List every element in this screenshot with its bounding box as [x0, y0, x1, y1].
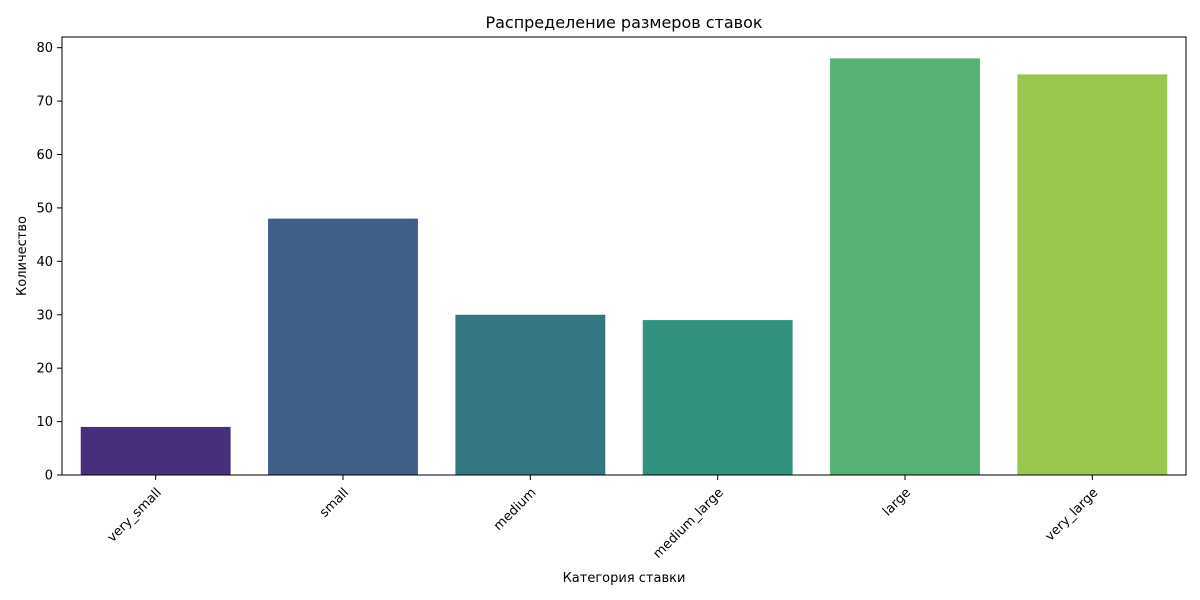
plot-area: [80, 58, 1168, 476]
x-tick-label: large: [880, 485, 914, 519]
y-tick-label: 60: [36, 148, 53, 163]
x-tick-label: very_small: [105, 485, 165, 545]
bar-medium_large: [642, 320, 793, 475]
y-axis-label: Количество: [15, 216, 30, 296]
x-tick-label: medium: [491, 485, 539, 533]
bar-small: [268, 218, 418, 476]
bar-large: [830, 58, 980, 476]
y-tick-label: 50: [36, 201, 53, 216]
x-tick-label: small: [317, 485, 352, 520]
y-tick-label: 40: [36, 255, 53, 270]
x-axis: very_small small medium medium_large large ve…: [105, 475, 1102, 562]
axes-frame: [61, 36, 1187, 476]
x-tick-label: very_large: [1043, 485, 1102, 544]
y-tick-label: 20: [36, 362, 53, 377]
bar-very_small: [80, 426, 231, 475]
y-tick-label: 0: [45, 469, 53, 484]
bar-medium: [455, 314, 606, 475]
chart-title: Распределение размеров ставок: [485, 13, 762, 32]
y-tick-label: 30: [36, 308, 53, 323]
y-tick-label: 70: [36, 95, 53, 110]
y-tick-label: 10: [36, 415, 53, 430]
x-tick-label: medium_large: [650, 485, 726, 561]
y-axis: 0 10 20 30 40 50 60 70 80: [36, 41, 62, 484]
bar-very_large: [1017, 74, 1168, 475]
y-tick-label: 80: [36, 41, 53, 56]
x-axis-label: Категория ставки: [563, 571, 686, 586]
